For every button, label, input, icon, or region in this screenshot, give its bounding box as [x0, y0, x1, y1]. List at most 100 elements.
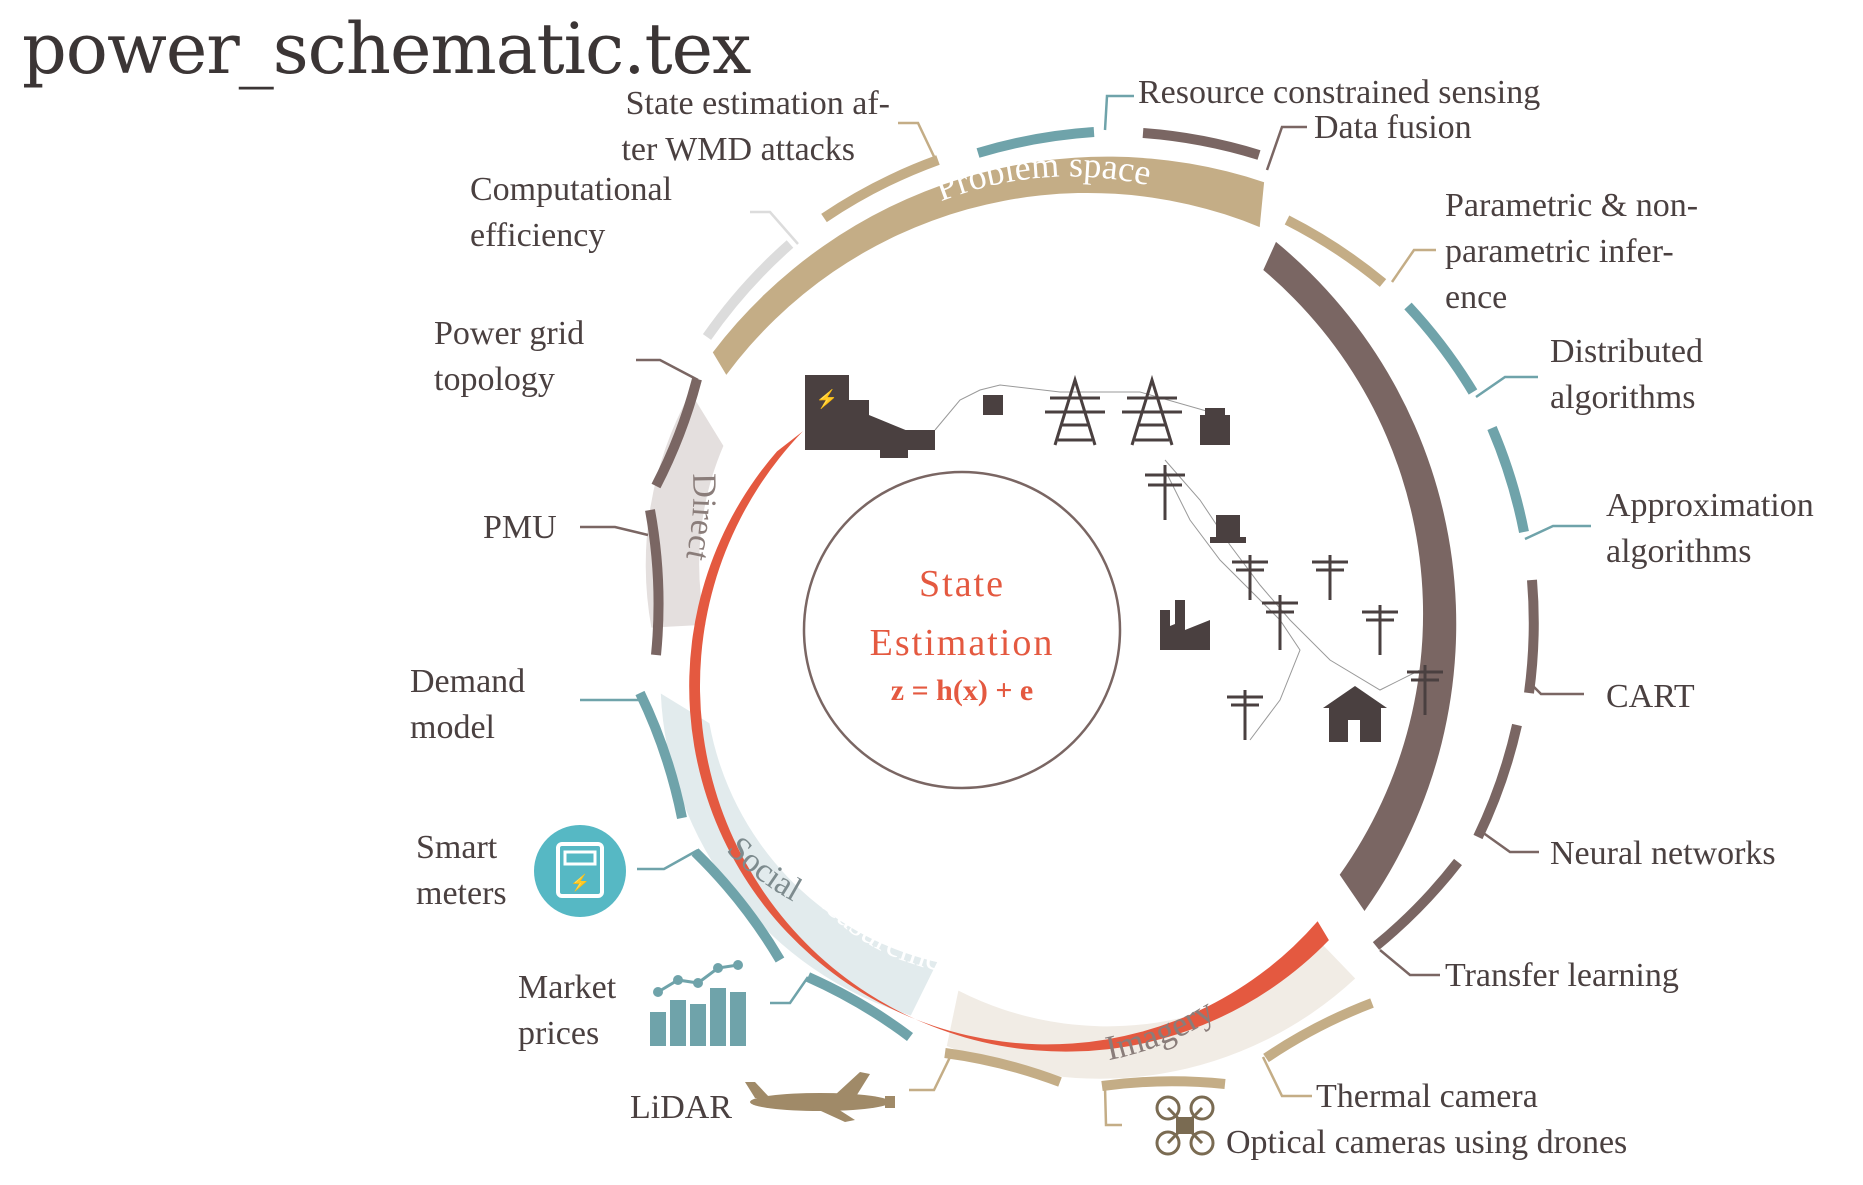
direct-ring-label: Direct: [678, 473, 722, 565]
label-smart-meters-line-1: Smart: [416, 829, 498, 866]
label-demand-line-2: model: [410, 709, 495, 746]
market-chart-icon: [650, 960, 746, 1046]
arc-market: [805, 972, 914, 1041]
page-title: power_schematic.tex: [22, 8, 752, 90]
leader-approximation: [1524, 524, 1591, 541]
arc-wmd: [821, 155, 940, 223]
utility-pole-2-icon: [1232, 555, 1268, 600]
utility-pole-6-icon: [1407, 665, 1443, 715]
leader-power-grid: [636, 358, 699, 382]
label-smart-meters-line-2: meters: [416, 875, 507, 912]
label-transfer-learning: Transfer learning: [1445, 957, 1679, 994]
leader-wmd: [898, 121, 940, 166]
arc-smart-meters: [691, 848, 785, 963]
label-parametric-line-2: parametric infer-: [1445, 233, 1674, 270]
leader-distributed: [1475, 375, 1538, 399]
smart-meter-icon: ⚡: [534, 825, 626, 917]
arc-transfer: [1372, 858, 1462, 950]
problem-space-ring-label: Problem space: [930, 144, 1155, 208]
label-lidar: LiDAR: [630, 1089, 732, 1126]
arc-computational: [702, 240, 794, 340]
arc-cart: [1524, 579, 1539, 694]
leader-data-fusion: [1265, 125, 1307, 171]
label-pmu: PMU: [483, 509, 557, 546]
center-title-line-2: Estimation: [870, 622, 1055, 664]
leader-thermal: [1261, 1056, 1312, 1098]
arc-approximation: [1487, 426, 1529, 533]
label-resource-sensing: Resource constrained sensing: [1138, 74, 1540, 111]
label-distributed-line-1: Distributed: [1550, 333, 1703, 370]
label-wmd-line-1: State estimation af-: [626, 85, 890, 122]
label-parametric-line-3: ence: [1445, 279, 1507, 316]
arc-pmu: [645, 509, 664, 656]
transformer-small-icon: [983, 395, 1003, 415]
leader-transfer: [1379, 949, 1440, 977]
label-neural-networks: Neural networks: [1550, 835, 1776, 872]
power-grid-illustration: ⚡: [805, 374, 1443, 742]
label-wmd-line-2: ter WMD attacks: [621, 131, 855, 168]
utility-pole-3-icon: [1312, 555, 1348, 600]
label-power-grid-line-2: topology: [434, 361, 555, 398]
label-thermal-camera: Thermal camera: [1316, 1078, 1538, 1115]
arc-parametric: [1284, 215, 1387, 287]
data-and-measurements-segment: [689, 431, 1329, 1052]
utility-pole-1-icon: [1145, 465, 1185, 520]
pole-transformer-icon: [1210, 515, 1246, 543]
leader-pmu: [580, 525, 649, 537]
center-circle: [802, 470, 1122, 790]
label-parametric-line-1: Parametric & non-: [1445, 187, 1698, 224]
arc-lidar: [944, 1048, 1062, 1087]
label-market-line-1: Market: [518, 969, 617, 1006]
label-demand-line-1: Demand: [410, 663, 525, 700]
svg-text:⚡: ⚡: [570, 873, 590, 892]
label-approximation-line-2: algorithms: [1606, 533, 1751, 570]
label-approximation-line-1: Approximation: [1606, 487, 1814, 524]
transmission-tower-2-icon: [1122, 374, 1182, 446]
utility-pole-7-icon: [1227, 690, 1263, 740]
ring-segments: [645, 156, 1457, 1079]
leader-computational: [750, 210, 799, 245]
label-cart: CART: [1606, 678, 1695, 715]
methods-ring-label: Methods: [1470, 521, 1514, 648]
arc-optical: [1101, 1076, 1226, 1091]
arc-resource-sensing: [976, 127, 1095, 158]
methods-segment: [1263, 241, 1457, 911]
leader-smart-meters: [637, 848, 699, 871]
house-icon: [1323, 686, 1387, 742]
utility-pole-5-icon: [1362, 605, 1398, 655]
leader-resource: [1103, 94, 1134, 131]
substation-icon: [1200, 408, 1230, 445]
problem-space-segment: [712, 156, 1265, 375]
arc-power-grid: [651, 377, 702, 489]
label-optical-cameras: Optical cameras using drones: [1226, 1124, 1627, 1161]
label-power-grid-line-1: Power grid: [434, 315, 584, 352]
leader-lidar: [909, 1052, 954, 1092]
arc-neural: [1473, 723, 1522, 840]
center-title-line-1: State: [919, 563, 1005, 605]
center-equation: z = h(x) + e: [891, 674, 1034, 707]
leader-parametric: [1390, 248, 1436, 283]
airplane-icon: [745, 1072, 895, 1122]
social-segment: [660, 693, 938, 1016]
leader-lines: [580, 94, 1591, 1127]
leader-cart: [1530, 683, 1584, 696]
arc-thermal: [1263, 998, 1374, 1063]
drone-icon: [1155, 1095, 1215, 1156]
label-computational-line-2: efficiency: [470, 217, 605, 254]
arc-data-fusion: [1142, 128, 1261, 160]
transmission-tower-1-icon: [1045, 374, 1105, 446]
direct-segment: [645, 392, 724, 628]
arc-demand: [635, 690, 687, 819]
utility-pole-4-icon: [1262, 595, 1298, 650]
leader-market: [770, 976, 810, 1005]
label-computational-line-1: Computational: [470, 171, 672, 208]
label-data-fusion: Data fusion: [1314, 109, 1472, 146]
factory-icon: [1160, 600, 1210, 650]
leader-optical: [1103, 1086, 1122, 1127]
arc-distributed: [1404, 302, 1478, 395]
label-distributed-line-2: algorithms: [1550, 379, 1695, 416]
outer-labels: Resource constrained sensing Data fusion…: [410, 74, 1814, 1161]
label-market-line-2: prices: [518, 1015, 599, 1052]
power-plant-icon: ⚡: [805, 375, 935, 458]
